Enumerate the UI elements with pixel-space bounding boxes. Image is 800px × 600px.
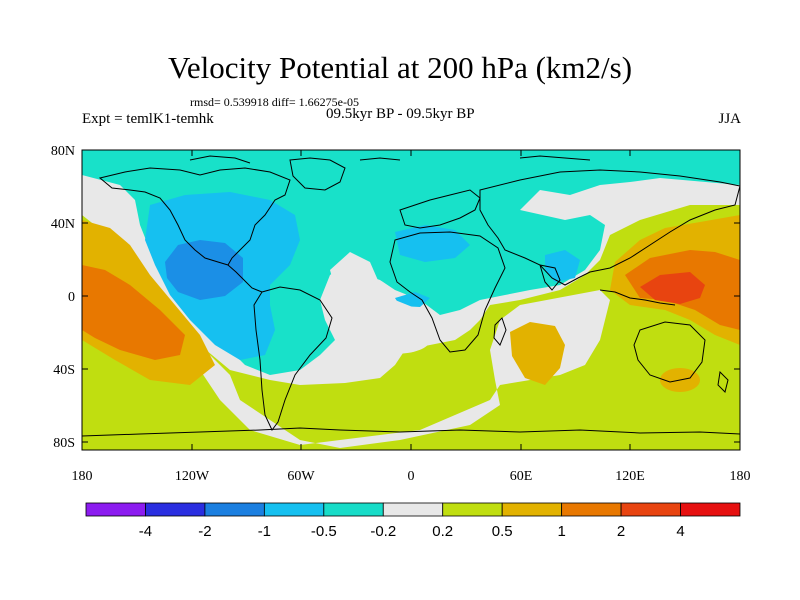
- coast-antarctica: [82, 427, 740, 437]
- contour-gold-indianocean: [510, 322, 565, 385]
- coast-arctic-islands: [189, 155, 591, 164]
- coast-africa: [389, 231, 506, 353]
- lat-label: 40S: [53, 363, 75, 378]
- colorbar-swatch: [680, 502, 741, 517]
- colorbar-label: -0.5: [311, 523, 337, 540]
- contour-field: [82, 150, 740, 450]
- contour-orange-eastpacific: [82, 265, 185, 360]
- colorbar-label: -0.2: [370, 523, 396, 540]
- period-label: 09.5kyr BP - 09.5kyr BP: [326, 106, 475, 122]
- contour-redorange-maritime: [640, 272, 705, 304]
- coast-europe: [399, 189, 481, 229]
- lat-label: 40N: [51, 217, 75, 232]
- colorbar-swatch: [442, 502, 503, 517]
- lon-label: 180: [730, 469, 751, 484]
- colorbar: [85, 502, 741, 517]
- contour-gray-atlantic: [330, 252, 435, 335]
- lat-labels: 80N 40N 0 40S 80S: [51, 144, 75, 451]
- lat-label: 0: [68, 290, 75, 305]
- colorbar-swatch: [620, 502, 681, 517]
- colorbar-swatch: [323, 502, 384, 517]
- colorbar-swatch: [561, 502, 622, 517]
- contour-lightblue-gulfguinea: [395, 292, 430, 307]
- colorbar-swatch: [85, 502, 146, 517]
- colorbar-swatch: [382, 502, 444, 517]
- colorbar-label: 0.5: [492, 523, 513, 540]
- coast-australia: [633, 321, 706, 383]
- colorbar-label: 0.2: [432, 523, 453, 540]
- colorbar-swatch: [501, 502, 563, 517]
- coast-south-america: [253, 286, 333, 431]
- lon-label: 120E: [615, 469, 645, 484]
- lat-label: 80S: [53, 436, 75, 451]
- lon-ticks: [81, 150, 741, 450]
- contour-lightblue-india: [545, 250, 580, 282]
- lon-label: 60E: [510, 469, 533, 484]
- season-label: JJA: [718, 111, 741, 127]
- rmsd-diff-text: rmsd= 0.539918 diff= 1.66275e-05: [190, 95, 359, 109]
- experiment-label: Expt = temlK1-temhk: [82, 111, 214, 127]
- colorbar-label: -4: [139, 523, 152, 540]
- colorbar-label: 4: [676, 523, 684, 540]
- colorbar-label: 1: [557, 523, 565, 540]
- colorbar-label: -2: [198, 523, 211, 540]
- chart-title: Velocity Potential at 200 hPa (km2/s): [167, 50, 633, 85]
- contour-midblue-core: [165, 240, 243, 300]
- lon-label: 120W: [175, 469, 210, 484]
- colorbar-swatch: [263, 502, 325, 517]
- colorbar-label: 2: [617, 523, 625, 540]
- coast-north-america: [98, 167, 291, 266]
- lon-label: 60W: [287, 469, 315, 484]
- coast-asia: [479, 169, 740, 286]
- coast-central-america: [227, 264, 263, 293]
- lat-ticks: [82, 149, 740, 443]
- lon-labels: 180 120W 60W 0 60E 120E 180: [72, 469, 751, 484]
- lon-label: 0: [408, 469, 415, 484]
- lat-label: 80N: [51, 144, 75, 159]
- coast-madagascar: [493, 317, 507, 346]
- lon-label: 180: [72, 469, 93, 484]
- coast-indonesia: [599, 289, 676, 306]
- colorbar-swatch: [204, 502, 265, 517]
- colorbar-labels: -4 -2 -1 -0.5 -0.2 0.2 0.5 1 2 4: [139, 523, 685, 540]
- colorbar-swatch: [145, 502, 206, 517]
- coastlines: [82, 155, 740, 437]
- coast-new-zealand: [717, 370, 729, 393]
- colorbar-label: -1: [258, 523, 271, 540]
- coast-greenland: [289, 157, 346, 191]
- coast-india: [539, 264, 561, 291]
